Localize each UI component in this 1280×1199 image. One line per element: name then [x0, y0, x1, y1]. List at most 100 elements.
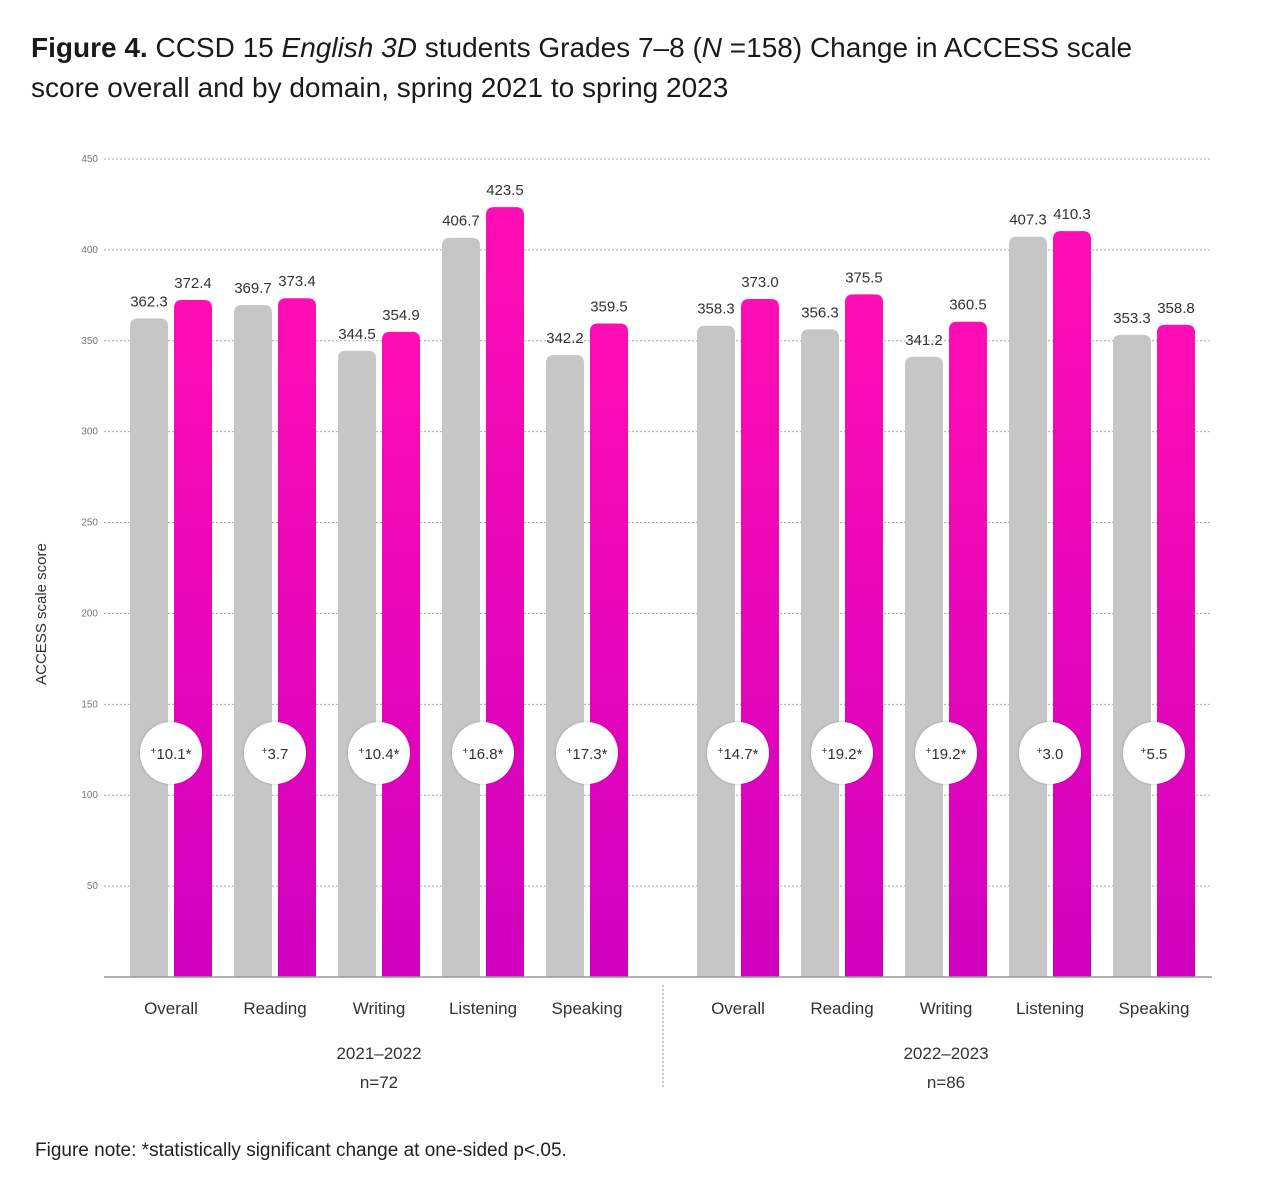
y-tick-label: 450: [81, 154, 98, 165]
y-tick-label: 350: [81, 336, 98, 347]
category-label-reading: Reading: [243, 999, 306, 1018]
value-label-start: 358.3: [697, 301, 735, 318]
bar-end-overall: [174, 300, 212, 977]
figure-label: Figure 4.: [31, 32, 148, 63]
bar-start-overall: [697, 325, 735, 978]
group-label: 2021–2022: [336, 1044, 421, 1063]
change-plus-sign: +: [567, 746, 573, 757]
value-label-start: 353.3: [1113, 310, 1151, 327]
change-plus-sign: +: [359, 746, 365, 757]
title-part-3: =158) Change in ACCESS scale score overa…: [31, 32, 1133, 103]
value-label-start: 342.2: [546, 330, 584, 347]
title-part-1: CCSD 15: [147, 32, 282, 63]
value-label-start: 362.3: [130, 293, 168, 310]
bar-end-writing: [949, 321, 987, 977]
bar-end-listening: [486, 207, 524, 977]
value-label-end: 354.9: [382, 307, 420, 324]
bar-start-listening: [442, 237, 480, 977]
category-label-writing: Writing: [920, 999, 973, 1018]
value-label-end: 375.5: [845, 269, 883, 286]
category-label-writing: Writing: [353, 999, 406, 1018]
change-plus-sign: +: [926, 746, 932, 757]
bar-end-overall: [741, 298, 779, 978]
change-number: 16.8*: [468, 746, 503, 763]
bars: [130, 207, 1195, 978]
change-value: +16.8*: [463, 746, 504, 763]
change-value: +19.2*: [822, 746, 863, 763]
value-label-end: 373.0: [741, 274, 779, 291]
change-badge: [1123, 722, 1185, 784]
bar-start-speaking: [1113, 334, 1151, 977]
change-badge: [1019, 722, 1081, 784]
change-value: +5.5: [1141, 746, 1168, 763]
bar-end-speaking: [590, 323, 628, 977]
change-value: +17.3*: [567, 746, 608, 763]
y-axis-label: ACCESS scale score: [33, 543, 50, 685]
change-number: 19.2*: [931, 746, 966, 763]
change-plus-sign: +: [262, 746, 268, 757]
bar-end-listening: [1053, 231, 1091, 977]
change-value: +3.7: [262, 746, 289, 763]
title-part-2: students Grades 7–8 (: [416, 32, 702, 63]
change-plus-sign: +: [151, 746, 157, 757]
category-label-overall: Overall: [711, 999, 765, 1018]
value-label-end: 373.4: [278, 273, 316, 290]
y-tick-label: 50: [87, 881, 99, 892]
group-n: n=72: [360, 1073, 398, 1092]
value-label-end: 423.5: [486, 182, 524, 199]
change-badge: [707, 722, 769, 784]
change-badge: [140, 722, 202, 784]
change-badge: [244, 722, 306, 784]
group-label: 2022–2023: [903, 1044, 988, 1063]
change-value: +10.4*: [359, 746, 400, 763]
change-plus-sign: +: [822, 746, 828, 757]
value-label-start: 407.3: [1009, 212, 1047, 229]
change-badges: +10.1* +3.7 +10.4* +16.8* +17.3* +14.7* +19.2*…: [140, 722, 1185, 784]
change-number: 3.7: [267, 746, 288, 763]
category-label-speaking: Speaking: [1119, 999, 1190, 1018]
change-number: 17.3*: [572, 746, 607, 763]
value-label-end: 359.5: [590, 299, 628, 316]
change-value: +19.2*: [926, 746, 967, 763]
value-label-start: 344.5: [338, 326, 376, 343]
value-label-start: 406.7: [442, 213, 480, 230]
y-tick-label: 200: [81, 608, 98, 619]
change-plus-sign: +: [718, 746, 724, 757]
change-value: +3.0: [1037, 746, 1064, 763]
y-tick-label: 100: [81, 790, 98, 801]
change-badge: [556, 722, 618, 784]
change-badge: [915, 722, 977, 784]
value-label-end: 358.8: [1157, 300, 1195, 317]
category-label-reading: Reading: [810, 999, 873, 1018]
y-tick-label: 250: [81, 518, 98, 529]
value-label-start: 369.7: [234, 280, 272, 297]
change-plus-sign: +: [1037, 746, 1043, 757]
change-number: 3.0: [1042, 746, 1063, 763]
bar-start-listening: [1009, 236, 1047, 977]
category-label-speaking: Speaking: [552, 999, 623, 1018]
title-italic-program: English 3D: [281, 32, 417, 63]
change-plus-sign: +: [1141, 746, 1147, 757]
group-n: n=86: [927, 1073, 965, 1092]
bar-start-overall: [130, 318, 168, 978]
value-labels: 362.3 372.4 369.7 373.4 344.5 354.9 406.7 423.5…: [130, 182, 1195, 349]
x-axis: Overall Reading Writing Listening Speaking 20…: [104, 976, 1212, 1092]
bar-chart: 50 100 150 200 250 300 350 400 450 362.3 372.4 369…: [33, 154, 1212, 1092]
change-plus-sign: +: [463, 746, 469, 757]
title-italic-n: N: [701, 32, 722, 63]
value-label-end: 372.4: [174, 275, 212, 292]
bar-end-reading: [845, 294, 883, 977]
change-number: 10.1*: [156, 746, 191, 763]
change-number: 19.2*: [827, 746, 862, 763]
change-badge: [452, 722, 514, 784]
figure-note: Figure note: *statistically significant …: [35, 1140, 567, 1161]
bar-start-writing: [338, 350, 376, 978]
y-tick-label: 300: [81, 427, 98, 438]
value-label-start: 356.3: [801, 304, 839, 321]
change-value: +10.1*: [151, 746, 192, 763]
bar-end-writing: [382, 331, 420, 977]
category-label-listening: Listening: [1016, 999, 1084, 1018]
change-value: +14.7*: [718, 746, 759, 763]
change-badge: [348, 722, 410, 784]
y-tick-label: 400: [81, 245, 98, 256]
